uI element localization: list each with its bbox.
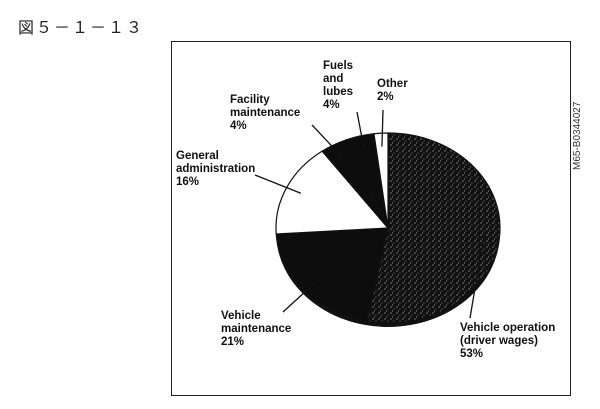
pie-slice-0	[366, 132, 501, 324]
leader-line-1	[282, 281, 317, 313]
leader-line-0	[469, 235, 485, 319]
slice-label-fuels-and-lubes: Fuels and lubes 4%	[323, 60, 354, 111]
leader-lines	[254, 109, 485, 319]
chart-frame	[171, 41, 571, 396]
slice-label-vehicle-maintenance: Vehicle maintenance 21%	[221, 310, 292, 348]
pie-slice-1	[275, 227, 389, 322]
leader-line-2	[254, 174, 302, 194]
slice-label-vehicle-operation: Vehicle operation (driver wages) 53%	[460, 322, 556, 360]
slice-label-general-administration: General administration 16%	[176, 150, 256, 188]
slice-label-other: Other 2%	[377, 78, 408, 103]
leader-line-5	[381, 109, 384, 147]
figure-label: 図５－１－１３	[18, 18, 145, 37]
leader-line-3	[311, 124, 343, 157]
slice-label-facility-maintenance: Facility maintenance 4%	[230, 94, 301, 132]
leader-line-4	[356, 111, 365, 149]
pie-slice-5	[373, 132, 389, 229]
pie-slices	[275, 132, 501, 324]
